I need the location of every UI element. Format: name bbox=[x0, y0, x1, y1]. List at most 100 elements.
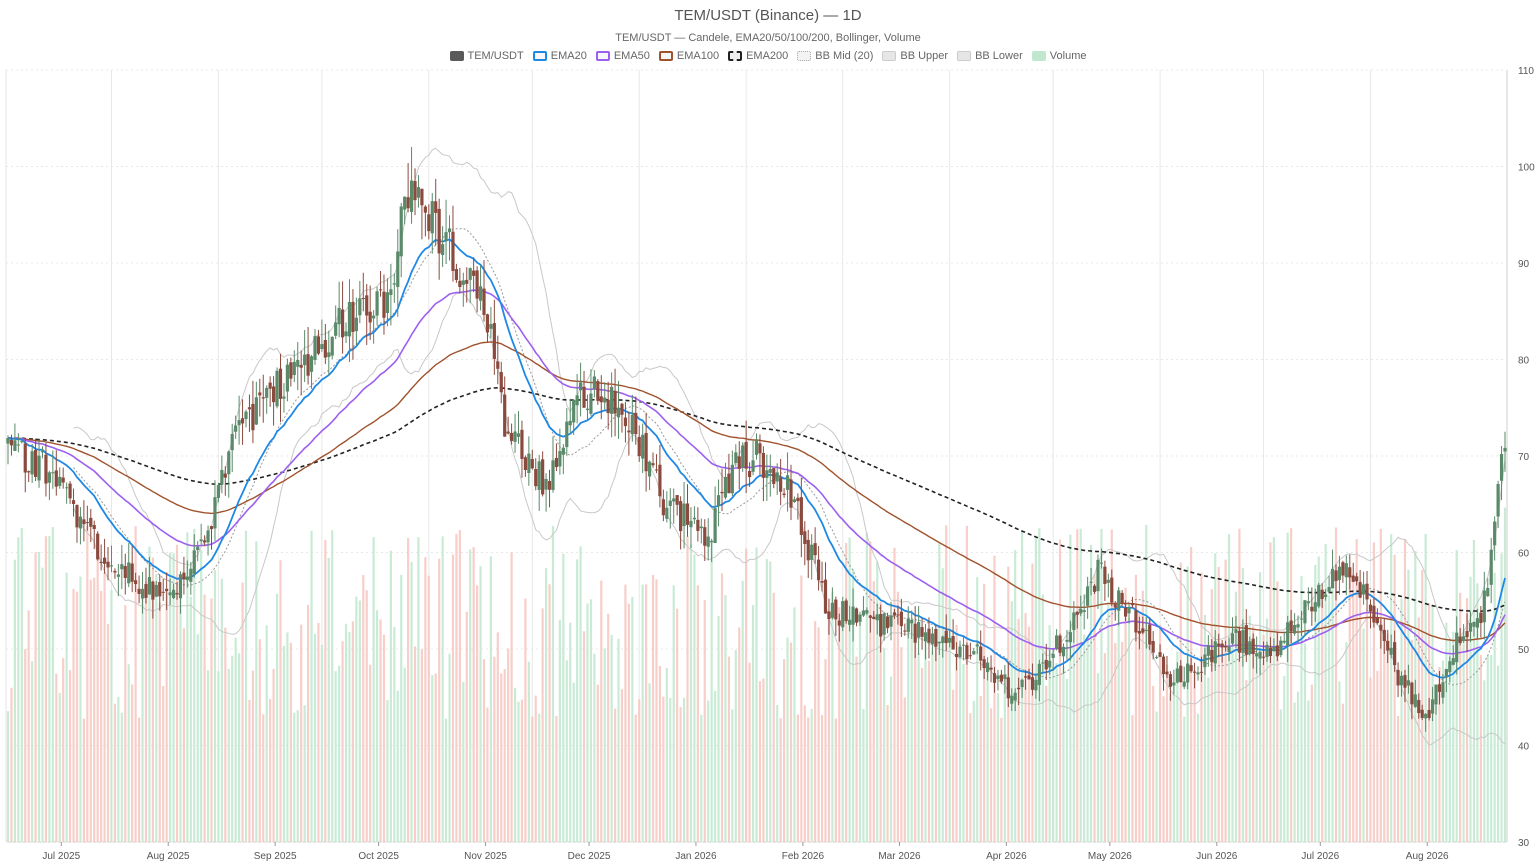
candle-body bbox=[154, 584, 158, 597]
legend-item-tem-usdt[interactable]: TEM/USDT bbox=[449, 50, 524, 62]
volume-bar bbox=[248, 699, 251, 842]
volume-bar bbox=[169, 552, 172, 842]
volume-bar bbox=[127, 664, 130, 842]
volume-bar bbox=[241, 582, 244, 842]
volume-bar bbox=[810, 709, 813, 842]
volume-bar bbox=[62, 658, 65, 842]
legend-item-ema50[interactable]: EMA50 bbox=[595, 50, 650, 62]
candle-body bbox=[551, 460, 555, 491]
candle-body bbox=[1334, 570, 1338, 582]
candle-body bbox=[130, 563, 134, 582]
candle-body bbox=[189, 568, 193, 582]
candle-body bbox=[1462, 636, 1466, 641]
volume-bar bbox=[1452, 631, 1455, 842]
volume-bar bbox=[258, 639, 261, 842]
candle-body bbox=[265, 387, 269, 398]
candle-body bbox=[1220, 643, 1224, 648]
candle-body bbox=[641, 434, 645, 459]
candle-body bbox=[578, 382, 583, 391]
legend-item-ema200[interactable]: EMA200 bbox=[728, 50, 788, 62]
volume-bar bbox=[1069, 534, 1072, 842]
volume-bar bbox=[1459, 592, 1462, 842]
candle-body bbox=[644, 432, 648, 472]
volume-bar bbox=[1500, 553, 1503, 842]
legend-item-ema100[interactable]: EMA100 bbox=[658, 50, 719, 62]
candle-body bbox=[665, 507, 669, 519]
volume-bar bbox=[1383, 633, 1386, 842]
candle-body bbox=[1327, 586, 1331, 592]
volume-bar bbox=[758, 681, 762, 842]
candle-body bbox=[1224, 645, 1228, 648]
candle-body bbox=[385, 292, 390, 314]
volume-bar bbox=[1296, 691, 1300, 842]
candle-body bbox=[451, 231, 455, 271]
volume-bar bbox=[206, 670, 210, 842]
candle-body bbox=[303, 354, 307, 366]
volume-bar bbox=[927, 660, 931, 842]
candle-body bbox=[1103, 566, 1107, 584]
legend-item-volume[interactable]: Volume bbox=[1031, 50, 1086, 62]
legend-item-bb-lower[interactable]: BB Lower bbox=[957, 50, 1023, 62]
legend-item-bb-mid-20[interactable]: BB Mid (20) bbox=[797, 50, 873, 62]
candle-body bbox=[1324, 594, 1328, 598]
volume-bar bbox=[10, 687, 13, 842]
candle-body bbox=[1299, 618, 1304, 620]
volume-bar bbox=[876, 561, 879, 842]
candle-body bbox=[1375, 617, 1379, 624]
volume-bar bbox=[1227, 534, 1231, 842]
candle-body bbox=[296, 359, 300, 367]
candle-body bbox=[1396, 669, 1400, 686]
volume-bar bbox=[638, 699, 641, 842]
chart-legend[interactable]: TEM/USDT EMA20 EMA50 EMA100 EMA200 BB Mid (20… bbox=[0, 50, 1536, 62]
candle-body bbox=[820, 581, 824, 583]
candle-body bbox=[51, 472, 55, 474]
volume-bar bbox=[469, 549, 472, 842]
candle-body bbox=[1234, 629, 1238, 633]
candle-body bbox=[1255, 653, 1259, 657]
candle-body bbox=[413, 181, 417, 201]
candle-body bbox=[102, 557, 107, 564]
legend-item-bb-upper[interactable]: BB Upper bbox=[882, 50, 948, 62]
legend-item-ema20[interactable]: EMA20 bbox=[532, 50, 587, 62]
volume-bar bbox=[503, 669, 506, 842]
candle-body bbox=[372, 315, 376, 319]
candle-body bbox=[989, 667, 993, 670]
candle-body bbox=[830, 602, 834, 618]
volume-bar bbox=[1348, 568, 1351, 842]
volume-bar bbox=[1310, 684, 1313, 842]
volume-bar bbox=[1379, 528, 1382, 842]
candle-body bbox=[603, 397, 607, 403]
candle-body bbox=[361, 298, 365, 300]
x-tick-label: Aug 2026 bbox=[1406, 851, 1449, 862]
candle-body bbox=[75, 504, 79, 528]
volume-bar bbox=[1386, 633, 1389, 842]
candle-body bbox=[696, 519, 700, 531]
volume-bar bbox=[527, 661, 530, 842]
candle-body bbox=[375, 291, 379, 316]
candle-body bbox=[396, 251, 400, 287]
volume-bar bbox=[351, 621, 355, 842]
candle-body bbox=[796, 497, 800, 502]
volume-bar bbox=[37, 551, 41, 842]
volume-bar bbox=[1234, 591, 1238, 842]
volume-bar bbox=[106, 623, 110, 842]
y-tick-label: 30 bbox=[1518, 838, 1530, 849]
candle-body bbox=[1313, 602, 1317, 612]
candle-body bbox=[430, 201, 434, 234]
volume-bar bbox=[1193, 669, 1196, 842]
volume-bar bbox=[1027, 626, 1031, 842]
volume-bar bbox=[141, 597, 144, 842]
volume-bar bbox=[75, 591, 79, 842]
volume-bar bbox=[676, 608, 679, 842]
candle-body bbox=[403, 196, 407, 210]
candle-body bbox=[685, 503, 690, 525]
legend-swatch bbox=[1031, 51, 1046, 61]
volume-bar bbox=[586, 603, 589, 842]
candle-body bbox=[827, 611, 831, 620]
volume-bar bbox=[1134, 574, 1138, 842]
candle-body bbox=[1072, 612, 1076, 631]
candle-body bbox=[78, 516, 83, 529]
candle-body bbox=[720, 491, 724, 494]
candle-body bbox=[868, 615, 872, 618]
